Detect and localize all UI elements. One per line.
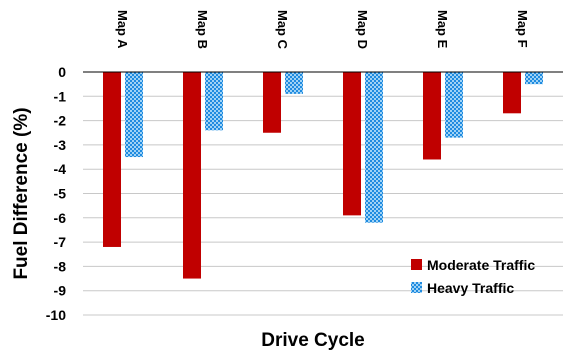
bar-heavy — [205, 72, 223, 131]
bar-heavy — [525, 72, 543, 85]
y-axis-title: Fuel Difference (%) — [11, 107, 32, 279]
y-tick-label: -6 — [54, 210, 67, 226]
legend-swatch-moderate — [411, 259, 422, 270]
x-axis-title: Drive Cycle — [261, 330, 365, 351]
y-tick-label: -5 — [54, 186, 67, 202]
bar-heavy — [445, 72, 463, 138]
y-tick-label: 0 — [58, 64, 66, 80]
bar-moderate — [183, 72, 201, 279]
bar-moderate — [103, 72, 121, 247]
gridlines — [83, 95, 563, 316]
bar-moderate — [423, 72, 441, 160]
legend: Moderate Traffic Heavy Traffic — [411, 257, 535, 296]
category-label: Map E — [435, 10, 450, 49]
y-tick-label: -3 — [54, 137, 67, 153]
category-label: Map B — [195, 10, 210, 49]
legend-label-heavy: Heavy Traffic — [427, 280, 514, 296]
legend-swatch-heavy — [411, 282, 422, 293]
y-tick-label: -9 — [54, 283, 67, 299]
y-tick-label: -4 — [54, 161, 67, 177]
y-tick-label: -7 — [54, 234, 67, 250]
category-label: Map D — [355, 10, 370, 49]
bar-heavy — [285, 72, 303, 94]
y-tick-label: -1 — [54, 88, 67, 104]
y-tick-label: -10 — [46, 307, 66, 323]
bars — [103, 72, 543, 279]
bar-heavy — [365, 72, 383, 223]
legend-label-moderate: Moderate Traffic — [427, 257, 535, 273]
bar-moderate — [263, 72, 281, 133]
category-label: Map C — [275, 10, 290, 50]
bar-heavy — [125, 72, 143, 158]
y-tick-label: -2 — [54, 113, 67, 129]
category-labels: Map A Map B Map C Map D Map E Map F — [115, 10, 530, 50]
bar-moderate — [503, 72, 521, 114]
category-label: Map A — [115, 10, 130, 49]
y-tick-label: -8 — [54, 258, 67, 274]
y-axis-ticks: 0 -1 -2 -3 -4 -5 -6 -7 -8 -9 -10 — [46, 64, 66, 323]
category-label: Map F — [515, 10, 530, 48]
bar-moderate — [343, 72, 361, 216]
